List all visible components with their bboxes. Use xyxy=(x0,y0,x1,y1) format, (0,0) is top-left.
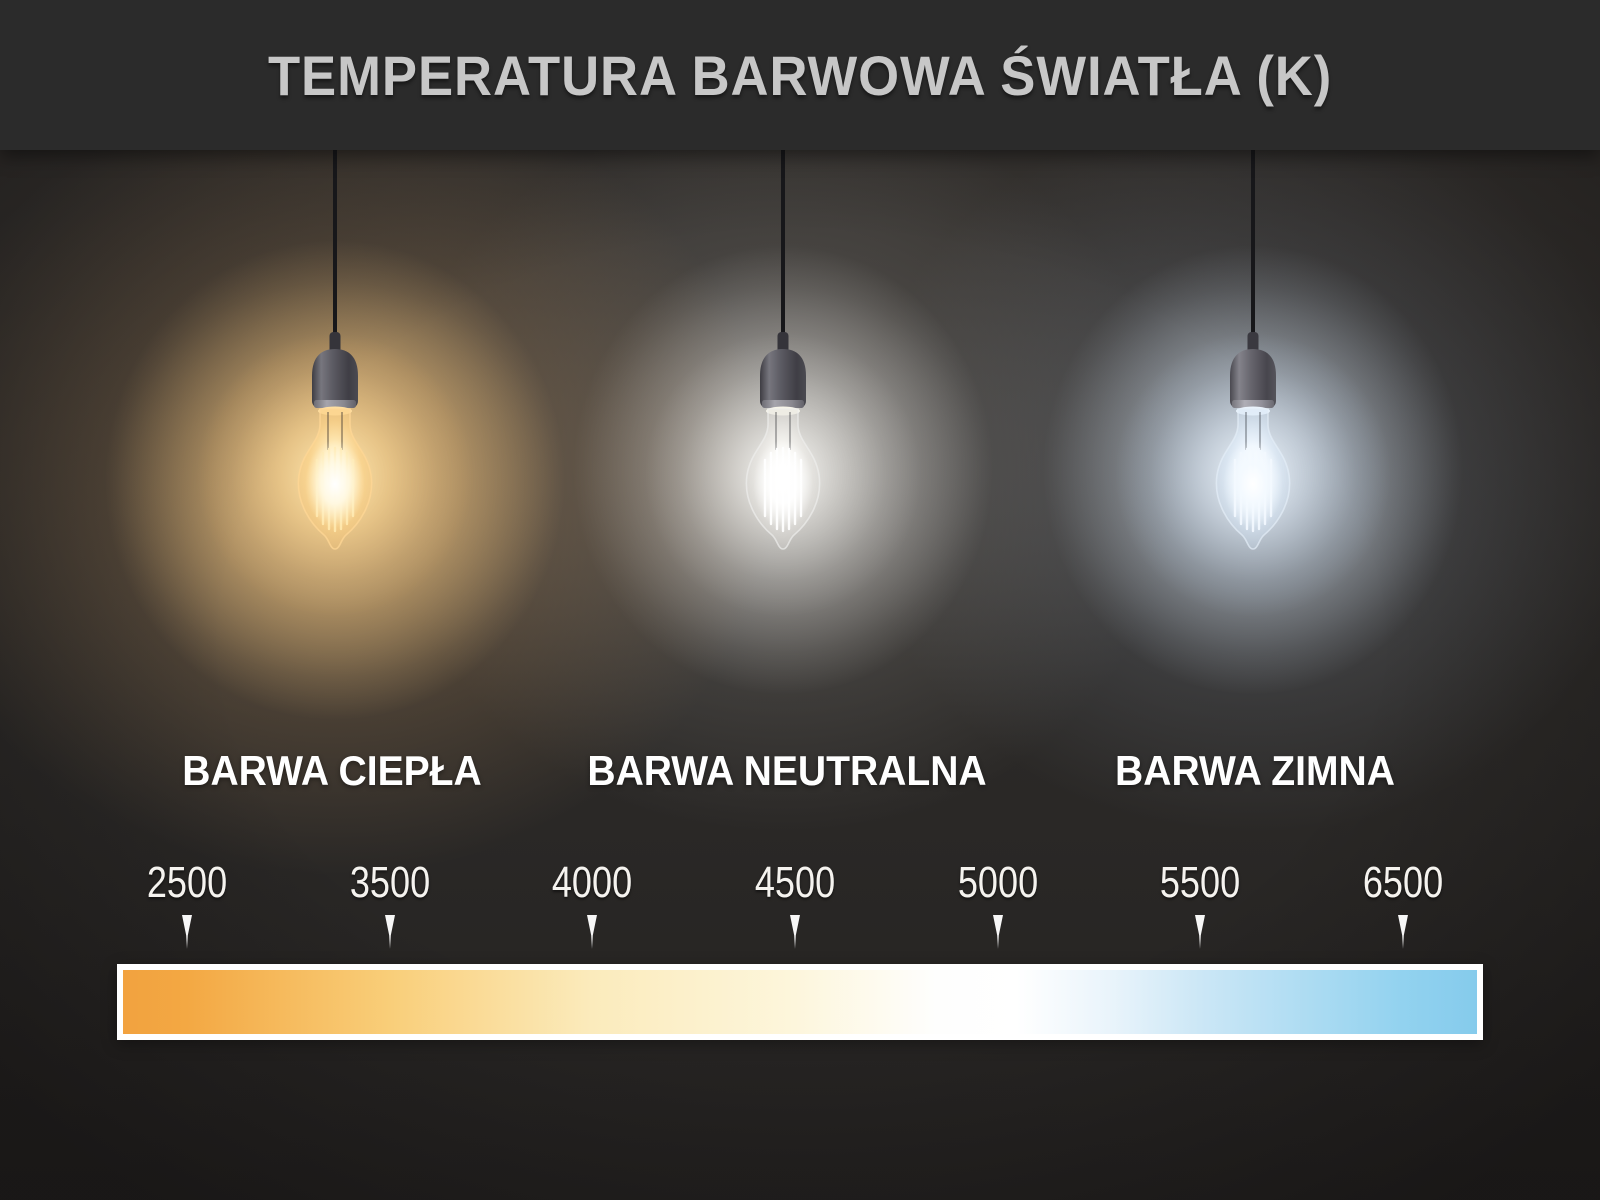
lamp-socket-rim xyxy=(1232,400,1274,408)
lamp-cord-grip xyxy=(777,332,789,354)
lamp-socket-rim xyxy=(762,400,804,408)
zone-label-warm: BARWA CIEPŁA xyxy=(182,747,482,794)
pendant-lamp-cool xyxy=(1115,150,1391,617)
scale-tick-value: 6500 xyxy=(1362,858,1444,907)
tick-marker-icon xyxy=(1398,915,1408,949)
pendant-lamp-neutral xyxy=(645,150,921,617)
lamp-cord xyxy=(1251,150,1255,336)
color-temperature-gradient-bar xyxy=(117,964,1483,1040)
gradient-bar-fill xyxy=(123,970,1477,1034)
title-bar: TEMPERATURA BARWOWA ŚWIATŁA (K) xyxy=(0,0,1600,150)
page-title: TEMPERATURA BARWOWA ŚWIATŁA (K) xyxy=(267,43,1333,107)
tick-marker-icon xyxy=(993,915,1003,949)
tick-marker-icon xyxy=(587,915,597,949)
scale-tick-value: 4000 xyxy=(551,858,633,907)
tick-marker-icon xyxy=(1195,915,1205,949)
scale-tick-value: 5500 xyxy=(1159,858,1241,907)
lamp-socket xyxy=(1230,349,1276,408)
bulb-hot-core xyxy=(1223,440,1283,528)
scale-tick-value: 4500 xyxy=(754,858,836,907)
scale-tick-value: 5000 xyxy=(957,858,1039,907)
pendant-lamp-warm xyxy=(197,150,473,617)
tick-marker-icon xyxy=(790,915,800,949)
lamp-cord-grip xyxy=(1247,332,1259,354)
lamp-socket-rim xyxy=(314,400,356,408)
tick-marker-icon xyxy=(385,915,395,949)
zone-label-neutral: BARWA NEUTRALNA xyxy=(587,747,987,794)
lamp-socket xyxy=(312,349,358,408)
tick-marker-icon xyxy=(182,915,192,949)
lamp-socket xyxy=(760,349,806,408)
zone-label-cool: BARWA ZIMNA xyxy=(1115,747,1395,794)
lamp-cord-grip xyxy=(329,332,341,354)
lamp-cord xyxy=(333,150,337,336)
scale-tick-value: 3500 xyxy=(349,858,431,907)
scale-tick-value: 2500 xyxy=(146,858,228,907)
lamp-cord xyxy=(781,150,785,336)
bulb-hot-core xyxy=(305,440,365,528)
bulb-hot-core xyxy=(753,440,813,528)
